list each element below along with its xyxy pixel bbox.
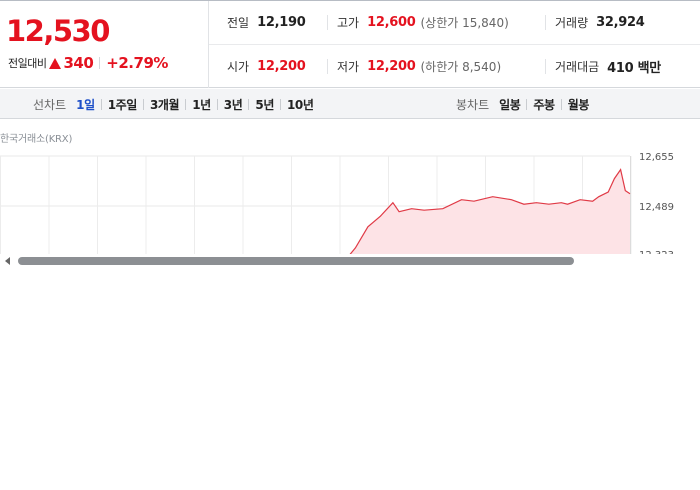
y-axis-label: 12,489 — [639, 202, 674, 213]
scroll-left-icon[interactable] — [5, 257, 10, 265]
price-line — [349, 168, 631, 254]
high-cell: 고가 12,600 (상한가 15,840) — [327, 1, 545, 44]
divider — [185, 98, 187, 110]
price-summary: 12,530 전일대비 340 +2.79% 전일 12,190 고가 12,6… — [0, 0, 700, 88]
lower-limit: (하한가 8,540) — [420, 60, 502, 74]
current-price: 12,530 — [6, 14, 110, 48]
prev-close-cell: 전일 12,190 — [209, 1, 327, 44]
current-price-panel: 12,530 전일대비 340 +2.79% — [0, 1, 209, 88]
candle-chart-tabs: 봉차트 일봉 주봉 월봉 — [456, 89, 589, 119]
chart-period-bar: 선차트 1일 1주일 3개월 1년 3년 5년 10년 봉차트 일봉 주봉 월봉 — [0, 89, 700, 119]
upper-limit: (상한가 15,840) — [420, 16, 509, 30]
cell-label: 시가 — [227, 60, 250, 74]
cell-value: 410 백만 — [607, 61, 661, 76]
divider — [99, 57, 101, 69]
cell-label: 거래대금 — [555, 60, 600, 74]
tab-weekly-candle[interactable]: 주봉 — [533, 97, 555, 112]
change-percent: +2.79% — [106, 54, 168, 72]
cell-value: 32,924 — [596, 15, 645, 30]
divider — [142, 98, 144, 110]
up-triangle-icon — [49, 57, 62, 69]
quote-details: 전일 12,190 고가 12,600 (상한가 15,840) 거래량 32,… — [209, 1, 700, 88]
divider — [545, 59, 546, 74]
divider — [545, 15, 546, 30]
tab-monthly-candle[interactable]: 월봉 — [567, 97, 590, 112]
trade-value-cell: 거래대금 410 백만 — [545, 45, 700, 88]
tab-3-months[interactable]: 3개월 — [149, 97, 180, 112]
line-chart-label: 선차트 — [33, 97, 67, 112]
intraday-price-chart: 12,655 12,489 12,323 — [0, 152, 674, 254]
tab-1-year[interactable]: 1년 — [192, 97, 211, 112]
cell-value: 12,200 — [257, 59, 306, 74]
cell-value: 12,600 — [367, 15, 416, 30]
y-axis-labels: 12,655 12,489 12,323 — [639, 152, 674, 254]
cell-value: 12,200 — [367, 59, 416, 74]
volume-cell: 거래량 32,924 — [545, 1, 700, 44]
quote-row: 전일 12,190 고가 12,600 (상한가 15,840) 거래량 32,… — [209, 1, 700, 45]
tab-10-years[interactable]: 10년 — [286, 97, 314, 112]
divider — [248, 98, 250, 110]
y-axis-label: 12,323 — [639, 250, 674, 254]
scroll-thumb[interactable] — [18, 257, 574, 265]
divider — [100, 98, 102, 110]
tab-5-years[interactable]: 5년 — [255, 97, 274, 112]
price-area — [318, 169, 630, 254]
price-change-row: 전일대비 340 +2.79% — [8, 54, 168, 72]
open-cell: 시가 12,200 — [209, 45, 327, 88]
divider — [560, 98, 562, 110]
divider — [327, 15, 328, 30]
tab-1-day[interactable]: 1일 — [76, 97, 95, 112]
divider — [216, 98, 218, 110]
market-label: 한국거래소(KRX) — [0, 134, 73, 145]
divider — [327, 59, 328, 74]
divider — [526, 98, 528, 110]
cell-label: 거래량 — [555, 16, 589, 30]
candle-chart-label: 봉차트 — [456, 97, 490, 112]
low-cell: 저가 12,200 (하한가 8,540) — [327, 45, 545, 88]
y-axis-label: 12,655 — [639, 152, 674, 163]
tab-daily-candle[interactable]: 일봉 — [499, 97, 521, 112]
quote-row: 시가 12,200 저가 12,200 (하한가 8,540) 거래대금 410… — [209, 45, 700, 88]
divider — [279, 98, 281, 110]
change-value: 340 — [63, 54, 94, 72]
tab-3-years[interactable]: 3년 — [223, 97, 243, 112]
cell-value: 12,190 — [257, 15, 306, 30]
tab-1-week[interactable]: 1주일 — [107, 97, 138, 112]
line-chart-tabs: 선차트 1일 1주일 3개월 1년 3년 5년 10년 — [33, 89, 314, 119]
change-label: 전일대비 — [8, 57, 47, 70]
cell-label: 전일 — [227, 16, 250, 30]
chart-scrollbar[interactable] — [0, 254, 700, 269]
cell-label: 고가 — [337, 16, 360, 30]
cell-label: 저가 — [337, 60, 360, 74]
